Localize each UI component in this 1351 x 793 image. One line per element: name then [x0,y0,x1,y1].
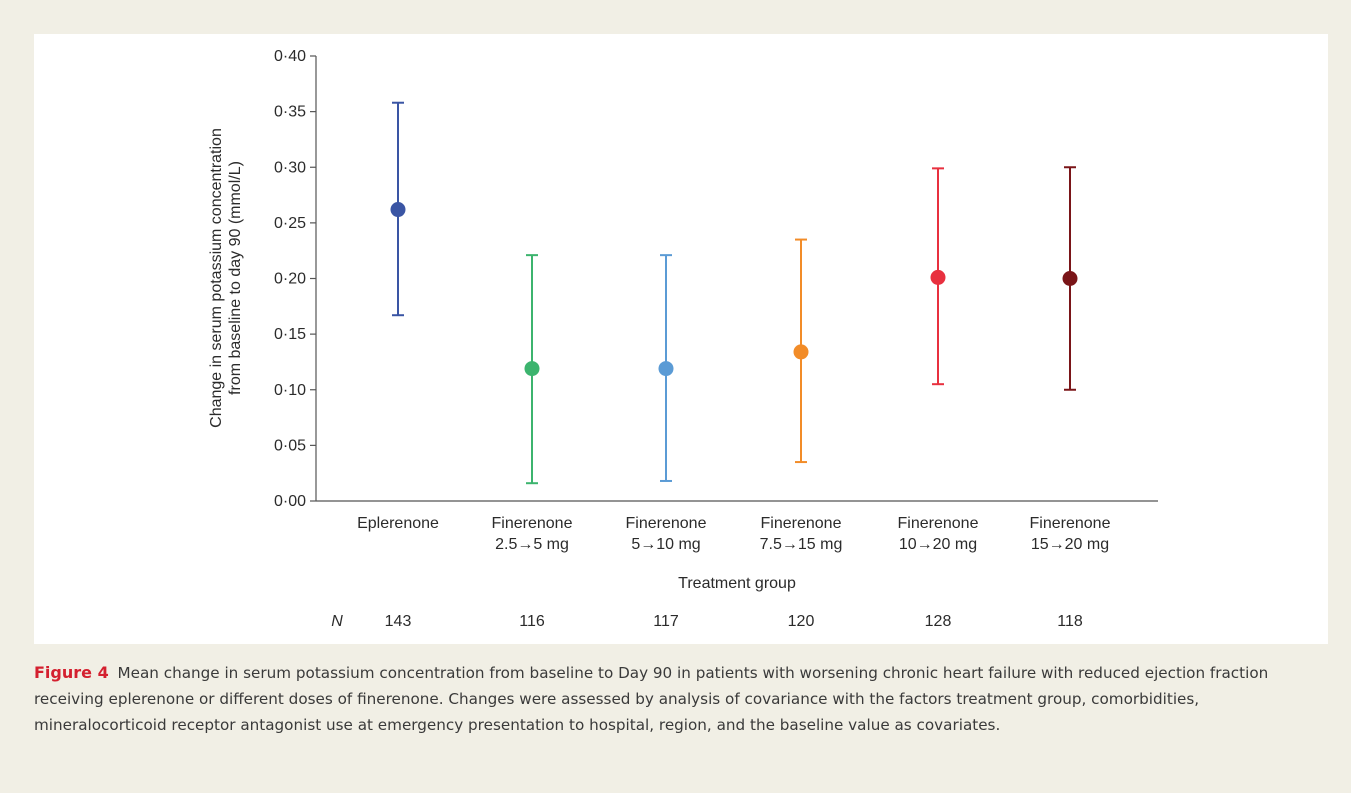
y-tick-label: 0·10 [274,382,306,399]
y-tick-label: 0·00 [274,493,306,510]
x-category-label: 5→10 mg [631,536,700,553]
n-value: 143 [385,613,412,630]
y-axis-title-line: Change in serum potassium concentration [208,128,225,428]
figure-caption: Figure 4 Mean change in serum potassium … [34,660,1328,738]
mean-point [930,269,946,285]
n-value: 118 [1057,613,1083,630]
figure-panel: 0·00 0·05 0·10 0·15 0·20 0·25 0·30 0·35 0·40 Chan… [34,34,1328,644]
x-category-label: 7.5→15 mg [760,536,843,553]
n-value: 117 [653,613,679,630]
x-category-label: Finerenone [492,515,573,532]
y-tick-label: 0·35 [274,104,306,121]
y-axis-title-line: from baseline to day 90 (mmol/L) [227,161,244,395]
n-row-label: N [331,613,343,630]
x-category-label: Finerenone [761,515,842,532]
n-value: 116 [519,613,545,630]
y-tick-label: 0·20 [274,271,306,288]
x-category-label: Finerenone [626,515,707,532]
n-value: 120 [788,613,815,630]
x-category-label: Finerenone [898,515,979,532]
mean-point [1062,271,1078,286]
y-tick-label: 0·05 [274,437,306,454]
mean-point [658,361,674,377]
y-axis-title: Change in serum potassium concentration f… [208,128,244,428]
x-category-label: 2.5→5 mg [495,536,569,553]
y-tick-label: 0·25 [274,215,306,232]
y-tick-label: 0·30 [274,159,306,176]
figure-label: Figure 4 [34,663,109,682]
x-category-label: 10→20 mg [899,536,977,553]
x-category-label: 15→20 mg [1031,536,1109,553]
x-category-label: Eplerenone [357,515,439,532]
mean-point [390,202,406,218]
mean-point [793,344,809,360]
mean-point [524,361,540,377]
error-bar-chart: 0·00 0·05 0·10 0·15 0·20 0·25 0·30 0·35 0·40 Chan… [208,48,1158,630]
x-category-label: Finerenone [1030,515,1111,532]
x-axis-title: Treatment group [678,575,796,592]
y-tick-label: 0·15 [274,326,306,343]
y-tick-label: 0·40 [274,48,306,65]
n-value: 128 [925,613,952,630]
figure-caption-text: Mean change in serum potassium concentra… [34,664,1269,734]
